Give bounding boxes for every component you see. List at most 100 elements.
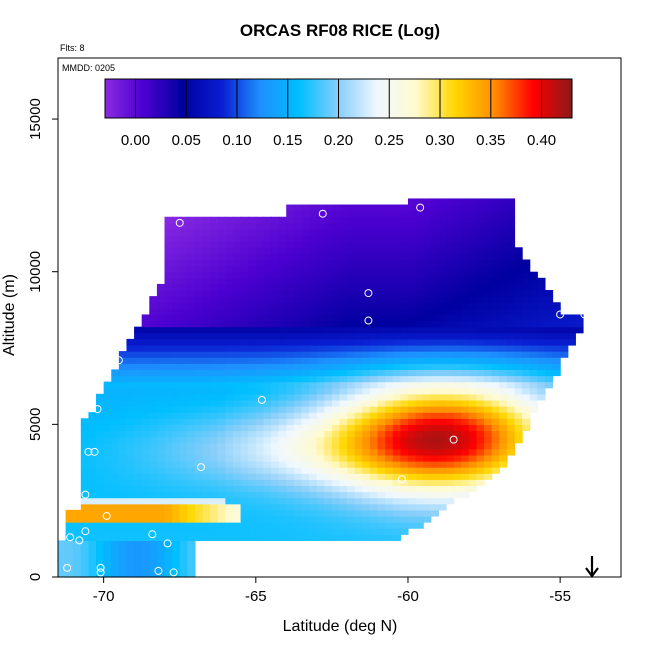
heatmap-cell (248, 259, 257, 267)
wind-arrow-head (585, 567, 599, 578)
heatmap-cell (461, 314, 470, 322)
heatmap-cell (126, 424, 135, 432)
heatmap-cell (263, 387, 272, 395)
heatmap-cell (407, 290, 417, 297)
heatmap-cell (407, 509, 417, 517)
heatmap-cell (255, 387, 265, 395)
heatmap-cell (484, 338, 493, 346)
heatmap-cell (172, 247, 181, 254)
heatmap-cell (369, 485, 379, 493)
heatmap-cell (255, 271, 265, 279)
heatmap-cell (141, 570, 150, 578)
heatmap-cell (149, 570, 158, 578)
heatmap-cell (225, 216, 234, 224)
heatmap-cell (232, 344, 242, 352)
heatmap-cell (499, 277, 508, 285)
heatmap-cell (187, 534, 196, 541)
heatmap-cell (468, 241, 478, 248)
heatmap-cell (377, 479, 386, 487)
heatmap-cell (354, 351, 363, 358)
heatmap-cell (506, 369, 516, 377)
heatmap-cell (271, 491, 280, 499)
heatmap-cell (164, 344, 173, 352)
heatmap-cell (506, 326, 516, 334)
heatmap-cell (202, 326, 211, 334)
heatmap-cell (263, 430, 272, 438)
heatmap-cell (354, 222, 363, 230)
heatmap-cell (278, 332, 287, 340)
colorbar-segment (469, 79, 473, 118)
colorbar-segment (541, 79, 545, 118)
heatmap-cell (149, 326, 158, 334)
heatmap-cell (111, 509, 120, 517)
heatmap-cell (293, 442, 303, 450)
heatmap-cell (187, 265, 196, 273)
heatmap-cell (187, 216, 196, 224)
heatmap-cell (156, 430, 166, 438)
heatmap-cell (400, 467, 409, 474)
heatmap-cell (194, 436, 204, 444)
heatmap-cell (263, 290, 272, 297)
heatmap-cell (385, 448, 394, 456)
heatmap-cell (392, 344, 401, 352)
heatmap-cell (331, 247, 341, 254)
heatmap-cell (438, 320, 447, 328)
heatmap-cell (202, 320, 211, 328)
heatmap-cell (362, 418, 371, 425)
heatmap-cell (156, 509, 166, 517)
heatmap-cell (210, 290, 219, 297)
heatmap-cell (210, 460, 219, 468)
heatmap-cell (248, 454, 257, 462)
colorbar-segment (114, 79, 118, 118)
heatmap-cell (217, 375, 226, 383)
heatmap-cell (293, 393, 303, 401)
heatmap-cell (385, 344, 394, 352)
colorbar-segment (546, 79, 550, 118)
heatmap-cell (453, 338, 462, 346)
heatmap-cell (149, 522, 158, 529)
heatmap-cell (392, 509, 401, 517)
heatmap-cell (96, 552, 105, 560)
heatmap-cell (377, 222, 386, 230)
heatmap-cell (301, 290, 310, 297)
heatmap-cell (491, 436, 500, 444)
heatmap-cell (484, 308, 493, 316)
heatmap-cell (347, 222, 356, 230)
heatmap-cell (544, 357, 554, 364)
heatmap-cell (111, 503, 120, 511)
heatmap-cell (316, 399, 325, 407)
colorbar-tick-label: 0.10 (222, 132, 251, 149)
sample-point (528, 200, 537, 209)
heatmap-cell (407, 259, 417, 267)
heatmap-cell (255, 479, 265, 487)
heatmap-cell (324, 491, 333, 499)
heatmap-cell (187, 552, 196, 560)
sample-point (556, 310, 565, 319)
heatmap-cell (286, 265, 295, 273)
colorbar-segment (373, 79, 377, 118)
heatmap-cell (446, 375, 455, 383)
heatmap-cell (210, 216, 219, 224)
heatmap-cell (499, 351, 508, 358)
heatmap-cell (309, 338, 318, 346)
heatmap-cell (331, 241, 341, 248)
heatmap-cell (217, 534, 226, 541)
heatmap-cell (225, 515, 234, 523)
heatmap-cell (278, 290, 287, 297)
heatmap-cell (156, 369, 166, 377)
heatmap-cell (263, 357, 272, 364)
heatmap-cell (248, 375, 257, 383)
heatmap-cell (293, 491, 303, 499)
heatmap-cell (316, 406, 325, 413)
colorbar-segment (336, 79, 339, 118)
heatmap-cell (141, 564, 150, 572)
heatmap-cell (126, 406, 135, 413)
heatmap-cell (164, 558, 173, 566)
heatmap-cell (453, 216, 462, 224)
heatmap-cell (210, 222, 219, 230)
heatmap-cell (430, 259, 440, 267)
heatmap-cell (225, 308, 234, 316)
heatmap-cell (217, 332, 226, 340)
heatmap-cell (438, 308, 447, 316)
heatmap-cell (461, 436, 470, 444)
